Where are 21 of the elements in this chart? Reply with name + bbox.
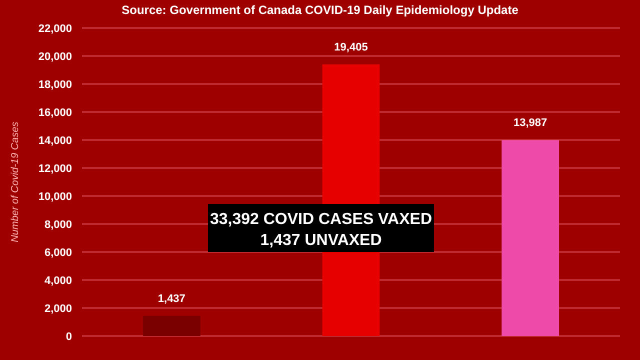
- bar: [142, 316, 200, 336]
- annotation: 33,392 COVID CASES VAXED: [210, 211, 432, 228]
- chart-title: Source: Government of Canada COVID-19 Daily Epidemiology Update: [122, 3, 519, 17]
- y-tick-label: 0: [66, 331, 72, 343]
- data-label: 13,987: [514, 117, 548, 130]
- y-tick-label: 10,000: [38, 191, 72, 203]
- y-tick-label: 2,000: [44, 303, 72, 315]
- y-tick-label: 20,000: [38, 51, 72, 63]
- bar: [502, 140, 560, 336]
- y-axis-title: Number of Covid-19 Cases: [10, 122, 21, 242]
- y-tick-label: 6,000: [44, 247, 72, 259]
- y-tick-label: 18,000: [38, 79, 72, 91]
- y-tick-label: 12,000: [38, 163, 72, 175]
- y-tick-label: 4,000: [44, 275, 72, 287]
- y-tick-label: 14,000: [38, 135, 72, 147]
- y-tick-label: 8,000: [44, 219, 72, 231]
- data-label: 19,405: [334, 41, 368, 54]
- data-label: 1,437: [158, 292, 186, 305]
- y-tick-label: 22,000: [38, 23, 72, 35]
- y-tick-label: 16,000: [38, 107, 72, 119]
- annotation: 1,437 UNVAXED: [260, 232, 382, 249]
